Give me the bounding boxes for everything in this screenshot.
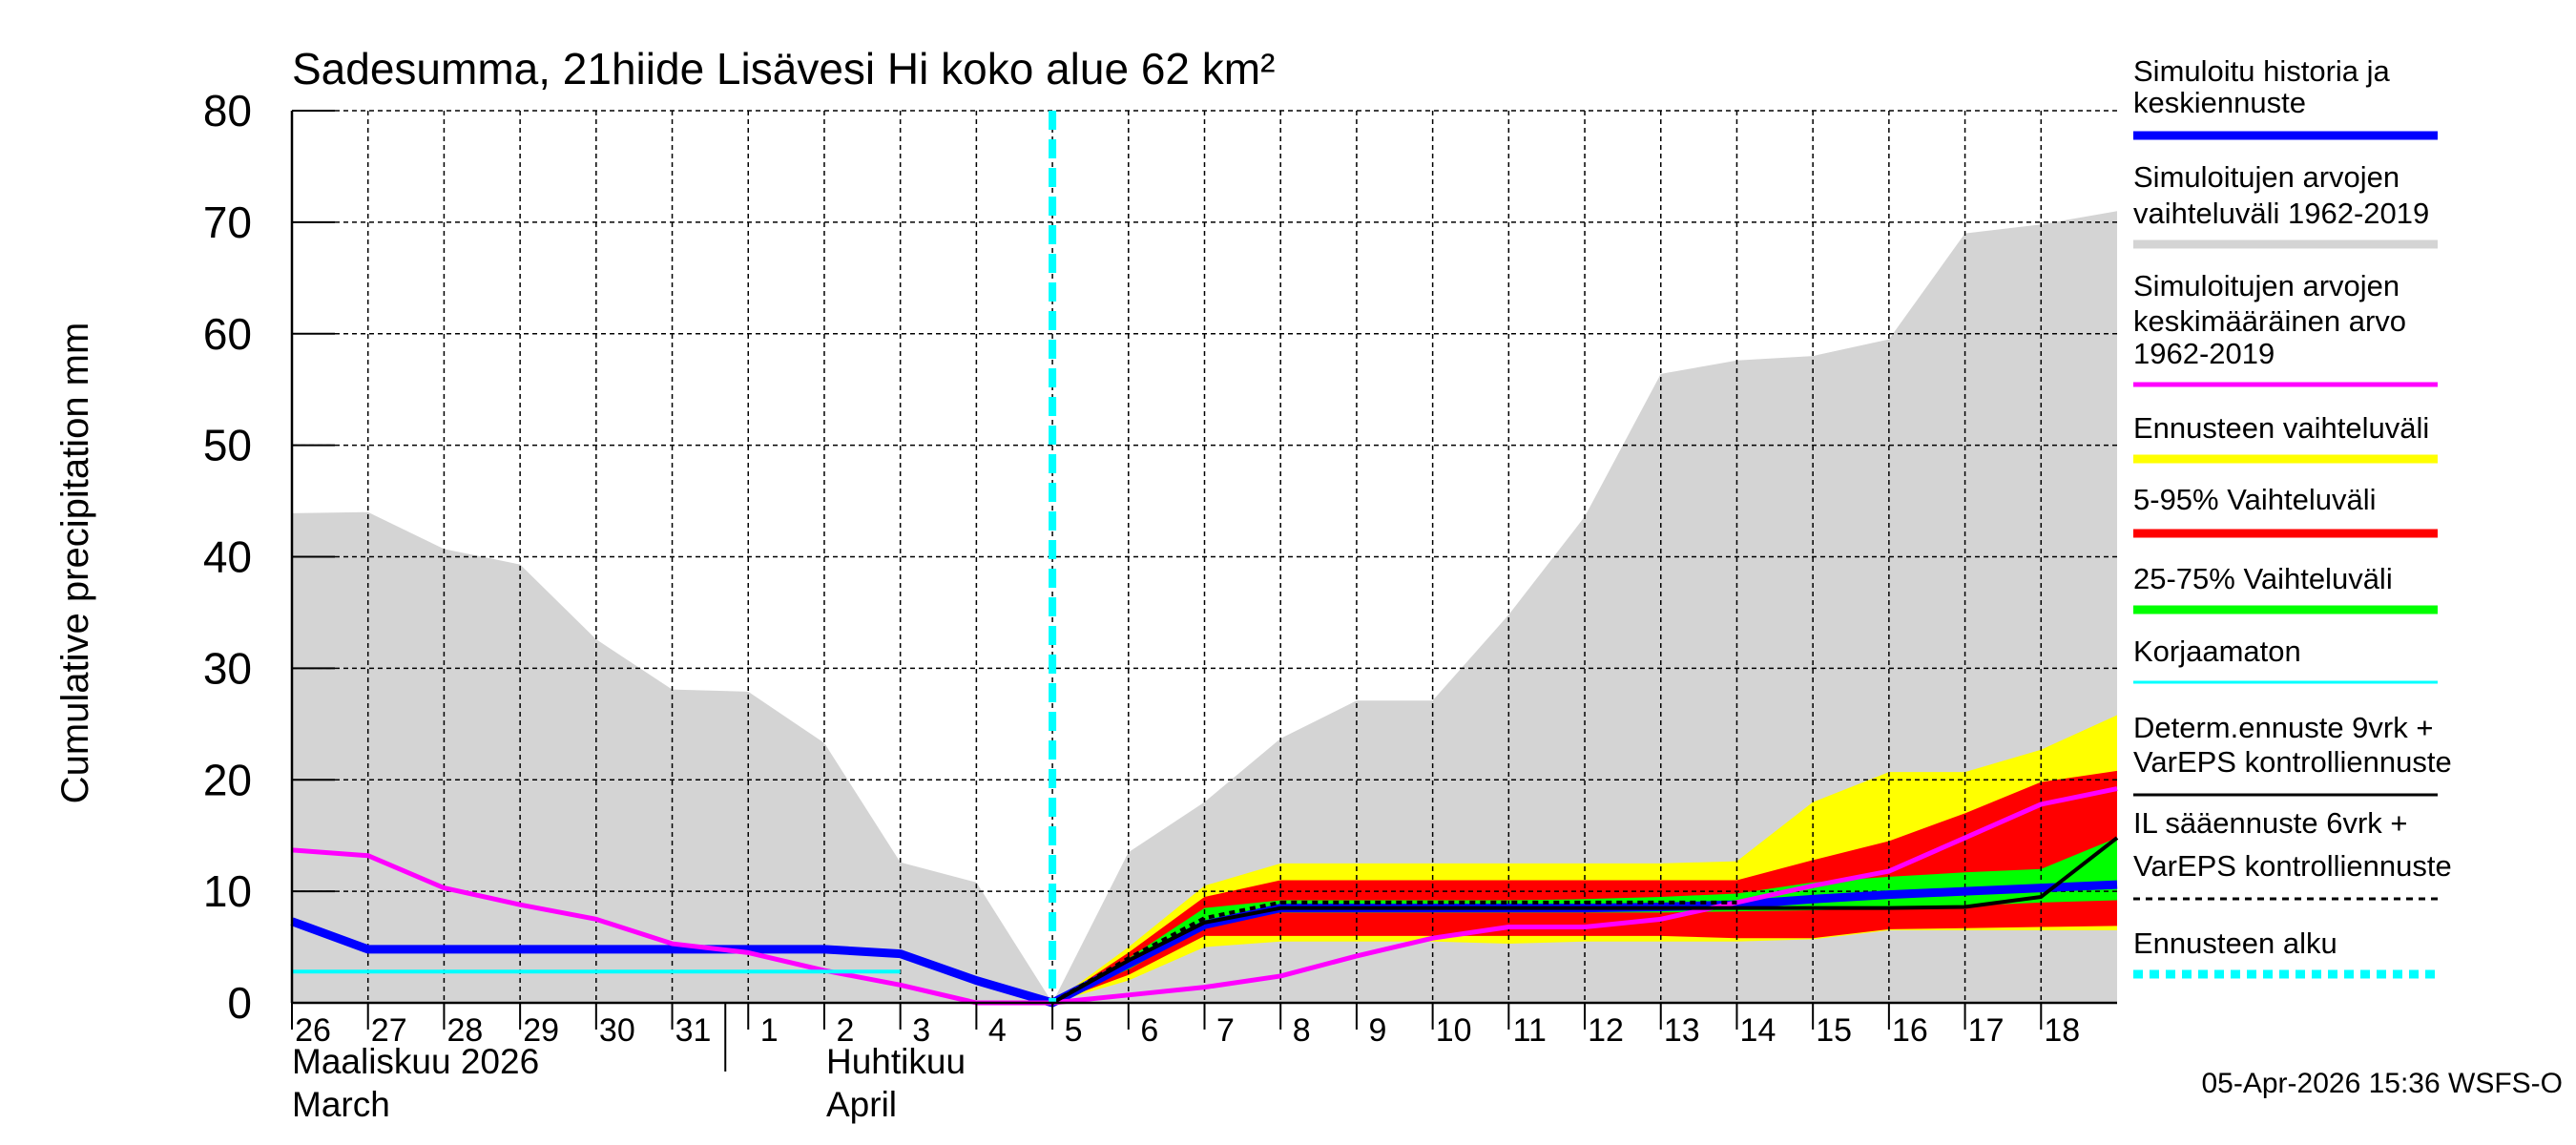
y-tick-label: 10 bbox=[203, 866, 252, 916]
x-tick-label: 4 bbox=[988, 1012, 1007, 1049]
legend-label: Simuloitu historia ja bbox=[2133, 54, 2391, 88]
y-tick-label: 20 bbox=[203, 755, 252, 804]
x-tick-label: 2 bbox=[836, 1012, 854, 1049]
series-line-3 bbox=[1051, 836, 2119, 1005]
x-tick-label: 15 bbox=[1816, 1012, 1852, 1049]
x-tick-label: 8 bbox=[1293, 1012, 1311, 1049]
timestamp: 05-Apr-2026 15:36 WSFS-O bbox=[2201, 1068, 2563, 1099]
x-tick-label: 27 bbox=[371, 1012, 407, 1049]
y-tick-label: 70 bbox=[203, 198, 252, 247]
legend-label: 1962-2019 bbox=[2133, 337, 2275, 370]
x-tick-label: 29 bbox=[523, 1012, 559, 1049]
series-line-0 bbox=[290, 880, 2118, 1008]
month-label: Huhtikuu bbox=[826, 1042, 966, 1081]
x-tick-label: 16 bbox=[1892, 1012, 1928, 1049]
x-tick-label: 14 bbox=[1740, 1012, 1776, 1049]
y-tick-label: 80 bbox=[203, 86, 252, 135]
legend-label: 25-75% Vaihteluväli bbox=[2133, 562, 2393, 595]
y-tick-label: 60 bbox=[203, 309, 252, 359]
x-tick-label: 30 bbox=[599, 1012, 635, 1049]
legend-label: keskiennuste bbox=[2133, 86, 2306, 119]
legend-label: Simuloitujen arvojen bbox=[2133, 160, 2399, 194]
x-tick-label: 1 bbox=[760, 1012, 779, 1049]
y-axis-label: Cumulative precipitation mm bbox=[54, 323, 96, 804]
x-tick-label: 18 bbox=[2044, 1012, 2080, 1049]
x-tick-label: 11 bbox=[1513, 1012, 1547, 1049]
x-tick-label: 3 bbox=[912, 1012, 930, 1049]
x-tick-label: 28 bbox=[447, 1012, 484, 1049]
x-tick-label: 6 bbox=[1140, 1012, 1158, 1049]
y-tick-label: 30 bbox=[203, 643, 252, 693]
legend-label: VarEPS kontrolliennuste bbox=[2133, 849, 2452, 883]
chart-title: Sadesumma, 21hiide Lisävesi Hi koko alue… bbox=[292, 44, 1275, 94]
series-line-4 bbox=[1051, 900, 1737, 1005]
x-tick-label: 17 bbox=[1968, 1012, 2005, 1049]
legend-label: keskimääräinen arvo bbox=[2133, 304, 2406, 338]
legend-label: Simuloitujen arvojen bbox=[2133, 269, 2399, 302]
x-tick-label: 31 bbox=[675, 1012, 712, 1049]
legend-label: Ennusteen alku bbox=[2133, 926, 2337, 960]
legend-label: Korjaamaton bbox=[2133, 635, 2301, 668]
legend-label: Determ.ennuste 9vrk + bbox=[2133, 711, 2433, 744]
y-tick-label: 50 bbox=[203, 421, 252, 470]
x-tick-label: 12 bbox=[1588, 1012, 1624, 1049]
x-tick-label: 5 bbox=[1065, 1012, 1083, 1049]
y-tick-label: 40 bbox=[203, 532, 252, 582]
legend-label: 5-95% Vaihteluväli bbox=[2133, 483, 2376, 516]
x-tick-label: 13 bbox=[1664, 1012, 1700, 1049]
band-0 bbox=[292, 211, 2117, 1003]
y-tick-label: 0 bbox=[227, 978, 252, 1028]
x-tick-label: 9 bbox=[1368, 1012, 1386, 1049]
month-label: Maaliskuu 2026 bbox=[292, 1042, 539, 1081]
legend-label: IL sääennuste 6vrk + bbox=[2133, 806, 2408, 840]
x-tick-label: 7 bbox=[1216, 1012, 1235, 1049]
series-line-1 bbox=[291, 786, 2118, 1006]
legend-label: vaihteluväli 1962-2019 bbox=[2133, 197, 2429, 230]
legend-label: VarEPS kontrolliennuste bbox=[2133, 745, 2452, 779]
x-tick-label: 26 bbox=[295, 1012, 331, 1049]
month-label-en: April bbox=[826, 1085, 897, 1124]
x-tick-label: 10 bbox=[1436, 1012, 1472, 1049]
legend-label: Ennusteen vaihteluväli bbox=[2133, 411, 2429, 445]
month-label-en: March bbox=[292, 1085, 390, 1124]
